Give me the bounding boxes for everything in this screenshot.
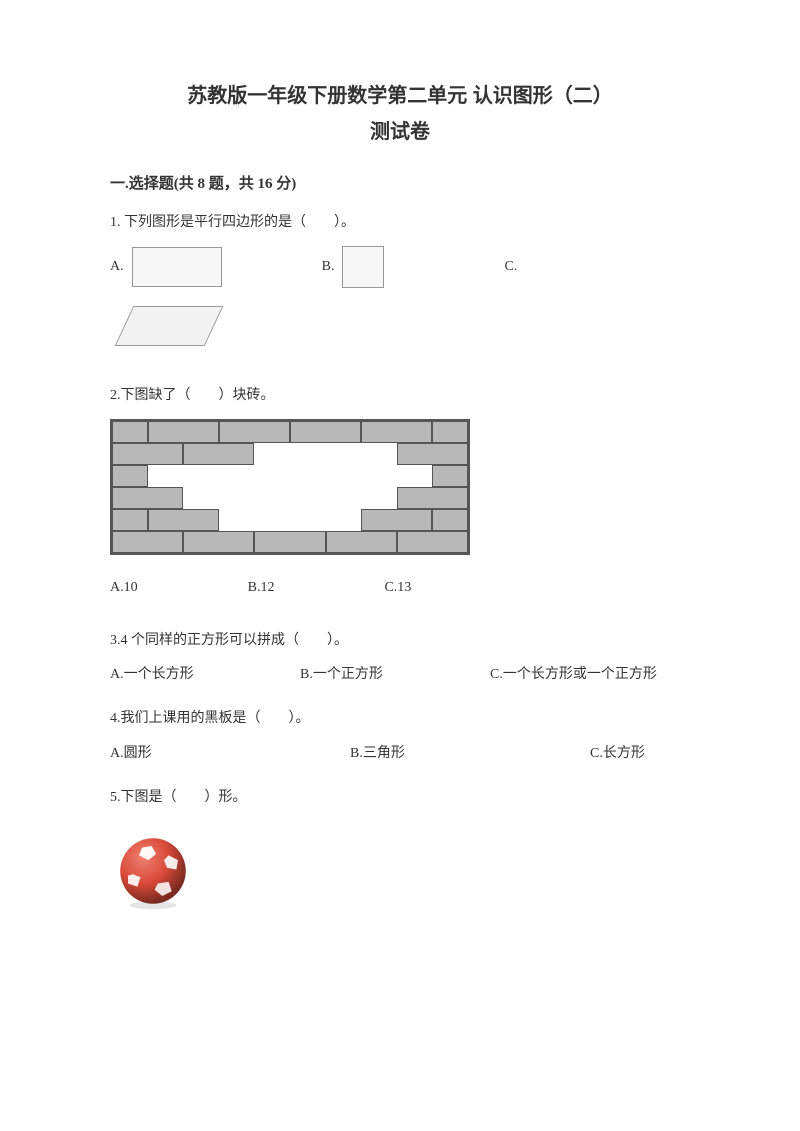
- question-2-text: 2.下图缺了（ ）块砖。: [110, 385, 690, 407]
- question-3: 3.4 个同样的正方形可以拼成（ ）。 A.一个长方形 B.一个正方形 C.一个…: [110, 630, 690, 687]
- q1-option-a[interactable]: A.: [110, 247, 222, 287]
- question-2: 2.下图缺了（ ）块砖。 A.10 B.12 C.13: [110, 385, 690, 600]
- q1-option-c-label: C.: [504, 256, 517, 278]
- question-1-options-row1: A. B. C.: [110, 246, 690, 288]
- question-2-options: A.10 B.12 C.13: [110, 577, 690, 599]
- question-4: 4.我们上课用的黑板是（ ）。 A.圆形 B.三角形 C.长方形: [110, 708, 690, 765]
- q2-option-c[interactable]: C.13: [384, 577, 411, 599]
- q4-option-b[interactable]: B.三角形: [350, 743, 490, 765]
- q1-option-c[interactable]: C.: [504, 256, 517, 278]
- q1-option-c-shape-row: [110, 306, 690, 354]
- rectangle-shape: [132, 247, 222, 287]
- question-3-options: A.一个长方形 B.一个正方形 C.一个长方形或一个正方形: [110, 664, 690, 686]
- question-4-text: 4.我们上课用的黑板是（ ）。: [110, 708, 690, 730]
- square-shape: [342, 246, 384, 288]
- brick-wall-diagram: [110, 419, 470, 555]
- q3-option-c[interactable]: C.一个长方形或一个正方形: [490, 664, 657, 686]
- q1-option-b[interactable]: B.: [322, 246, 385, 288]
- q4-option-c[interactable]: C.长方形: [590, 743, 645, 765]
- q3-option-a[interactable]: A.一个长方形: [110, 664, 300, 686]
- page-title-line1: 苏教版一年级下册数学第二单元 认识图形（二）: [110, 80, 690, 112]
- question-5: 5.下图是（ ）形。: [110, 787, 690, 918]
- q1-option-b-label: B.: [322, 256, 335, 278]
- section-1-header: 一.选择题(共 8 题，共 16 分): [110, 172, 690, 196]
- q2-option-b[interactable]: B.12: [248, 577, 275, 599]
- question-3-text: 3.4 个同样的正方形可以拼成（ ）。: [110, 630, 690, 652]
- parallelogram-shape: [115, 306, 224, 346]
- question-5-text: 5.下图是（ ）形。: [110, 787, 690, 809]
- ball-sphere-image: [114, 832, 192, 910]
- q1-option-a-label: A.: [110, 256, 124, 278]
- question-1: 1. 下列图形是平行四边形的是（ ）。 A. B. C.: [110, 212, 690, 355]
- q2-option-a[interactable]: A.10: [110, 577, 138, 599]
- question-1-text: 1. 下列图形是平行四边形的是（ ）。: [110, 212, 690, 234]
- page-title-line2: 测试卷: [110, 116, 690, 148]
- question-4-options: A.圆形 B.三角形 C.长方形: [110, 743, 690, 765]
- q4-option-a[interactable]: A.圆形: [110, 743, 250, 765]
- q3-option-b[interactable]: B.一个正方形: [300, 664, 490, 686]
